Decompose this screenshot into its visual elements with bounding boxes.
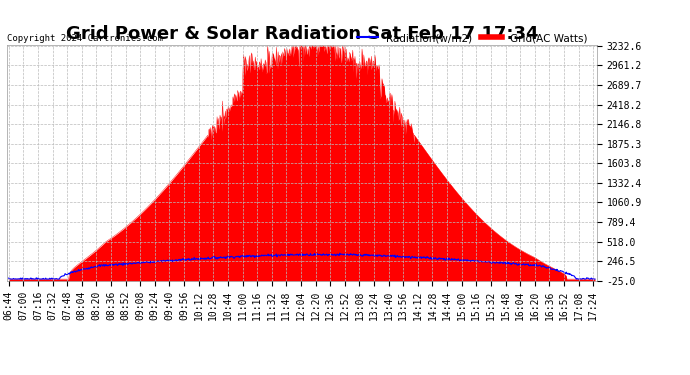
Text: Copyright 2024 Cartronics.com: Copyright 2024 Cartronics.com: [7, 34, 163, 43]
Legend: Radiation(w/m2), Grid(AC Watts): Radiation(w/m2), Grid(AC Watts): [353, 29, 591, 47]
Title: Grid Power & Solar Radiation Sat Feb 17 17:34: Grid Power & Solar Radiation Sat Feb 17 …: [66, 26, 538, 44]
